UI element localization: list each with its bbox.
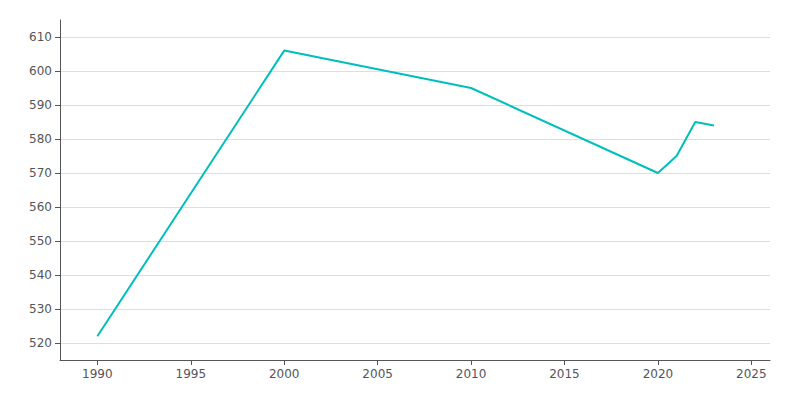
- svg-text:530: 530: [29, 302, 52, 316]
- svg-text:590: 590: [29, 98, 52, 112]
- svg-text:550: 550: [29, 234, 52, 248]
- svg-text:2025: 2025: [736, 367, 767, 381]
- svg-text:1995: 1995: [176, 367, 207, 381]
- svg-text:580: 580: [29, 132, 52, 146]
- svg-text:520: 520: [29, 336, 52, 350]
- svg-text:570: 570: [29, 166, 52, 180]
- svg-text:2020: 2020: [643, 367, 674, 381]
- svg-text:2010: 2010: [456, 367, 487, 381]
- svg-text:2000: 2000: [269, 367, 300, 381]
- svg-text:540: 540: [29, 268, 52, 282]
- svg-text:610: 610: [29, 30, 52, 44]
- svg-text:2005: 2005: [362, 367, 393, 381]
- svg-text:2015: 2015: [549, 367, 580, 381]
- svg-text:1990: 1990: [82, 367, 113, 381]
- svg-text:600: 600: [29, 64, 52, 78]
- svg-text:560: 560: [29, 200, 52, 214]
